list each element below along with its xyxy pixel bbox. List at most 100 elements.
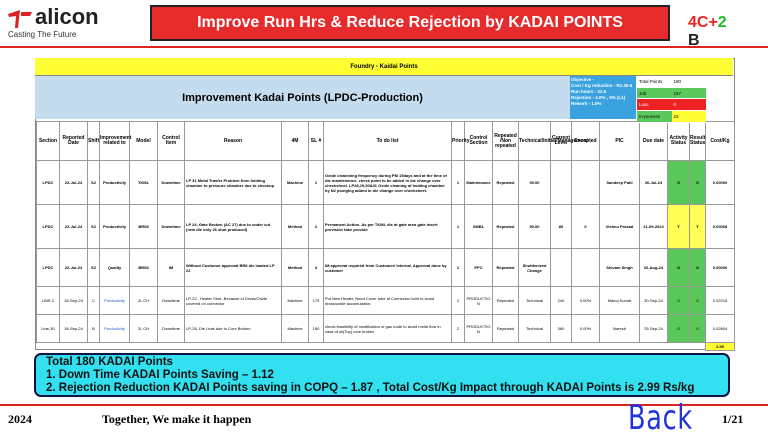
table-cell: LINE-2 (36, 286, 60, 315)
objective-line: Run hours - 22.5 (571, 89, 607, 94)
objective-line: Rejection - 4.0% , 5% (L1) (571, 95, 626, 100)
badge-part: 2 (717, 14, 727, 31)
column-header: To do list (323, 121, 452, 161)
table-cell (550, 248, 572, 287)
column-header: PIC (599, 121, 640, 161)
table-cell: 26-Jul-24 (639, 160, 668, 205)
table-cell (571, 248, 600, 287)
title: Improve Run Hrs & Reduce Rejection by KA… (150, 5, 670, 41)
table-row: LPDC 22-Jul-24 S2 Productivity BR08 Downtime L… (36, 204, 735, 249)
table-cell: 2L CH (129, 314, 158, 343)
status-row: Total Points 180 (637, 76, 706, 88)
table-cell: Shivam Singh (599, 248, 640, 287)
column-header: Shift (87, 121, 100, 161)
table-cell: S2 (87, 248, 100, 287)
status-label: Job (637, 87, 672, 99)
table-cell: Productivity (99, 286, 130, 315)
table-cell: 1 (451, 204, 465, 249)
status-label: Total Points (637, 76, 672, 87)
table-cell: SMBL (464, 204, 493, 249)
table-cell: Productivity (99, 204, 130, 249)
table-cell: Manoj Kumar (599, 286, 640, 315)
summary-line: 1. Down Time KADAI Points Saving – 1.12 (46, 369, 274, 381)
objective-line: Objective - (571, 77, 595, 82)
table-cell (571, 160, 600, 205)
tagline: Casting The Future (8, 30, 77, 39)
table-row: LINE-2 18-Sep-24 C Productivity 2L CH Downtim… (36, 286, 735, 315)
table-cell: Put New Heater, Need Cover tube at Conne… (323, 286, 452, 315)
table-cell: Downtime (157, 204, 185, 249)
table-cell: Shuttlenized Change (518, 248, 551, 287)
table-cell: 0.00000 (705, 248, 735, 287)
table-cell: Sandeep Patil (599, 160, 640, 205)
table-cell: 0.02215 (705, 286, 735, 315)
status-label: Loss (637, 99, 672, 111)
table-cell: Technical (518, 314, 551, 343)
table-cell: 0.00% (571, 314, 600, 343)
logo: alicon (35, 4, 99, 29)
table-cell: Y (667, 204, 690, 249)
table-cell: 1 (308, 160, 324, 205)
table-cell: BR08 (129, 248, 158, 287)
column-header: Reason (184, 121, 282, 161)
table-cell: C (87, 286, 100, 315)
table-cell: 2 (308, 204, 324, 249)
column-header: Technical/Initial/Management (518, 121, 588, 161)
table-row: Line-30 18-Sep-24 B Productivity 2L CH Downti… (36, 314, 735, 343)
status-value: 0 (671, 99, 706, 111)
table-cell: 0.02804 (705, 314, 735, 343)
column-header: Section (36, 121, 60, 161)
table-cell: B (87, 314, 100, 343)
status-value: 23 (671, 111, 706, 122)
table-cell: 360 (550, 314, 572, 343)
table-cell: Y (689, 204, 706, 249)
table-cell: Downtime (157, 160, 185, 205)
back-button[interactable]: Back (628, 398, 693, 438)
status-label: In-process (637, 111, 672, 122)
table-cell: LP-22 , Heater Shot -Because of Dross/Ox… (184, 286, 282, 315)
logo-icon (8, 10, 32, 28)
table-cell: 1 (451, 248, 465, 287)
table-cell: Repeated (492, 286, 519, 315)
table-cell: 22-Jul-24 (59, 160, 88, 205)
table-cell: 0.00068 (705, 204, 735, 249)
column-header: Model (129, 121, 158, 161)
column-header: Result Status (689, 121, 706, 161)
summary-box: Total 180 KADAI Points 1. Down Time KADAI… (34, 353, 730, 397)
table-cell: 18-Sep-24 (59, 286, 88, 315)
table-cell: IM (157, 248, 185, 287)
table: Section Reported Date Shift Improvement rel… (36, 121, 735, 351)
table-cell: Method (281, 204, 309, 249)
table-cell: 02-Aug-24 (639, 248, 668, 287)
summary-line: Total 180 KADAI Points (46, 356, 173, 368)
divider (0, 46, 768, 48)
table-cell: Permanent Action- As per TKML die at gat… (323, 204, 452, 249)
table-cell: 80 (550, 204, 572, 249)
table-cell: Method (281, 248, 309, 287)
table-cell: 0.00000 (705, 160, 735, 205)
table-cell: S2 (87, 160, 100, 205)
table-row: LPDC 22-Jul-24 S2 Quality BR08 IM Without Cust… (36, 248, 735, 287)
column-header: Activity Status (667, 121, 690, 161)
column-header: 4M (281, 121, 309, 161)
column-header: Reported Date (59, 121, 88, 161)
table-cell: 0 (571, 204, 600, 249)
table-cell: G (667, 314, 690, 343)
table-subtitle: Improvement Kadai Points (LPDC-Productio… (35, 76, 570, 119)
table-cell: Productivity (99, 314, 130, 343)
table-frame: Section Reported Date Shift Improvement rel… (35, 58, 735, 351)
table-cell: G (667, 160, 690, 205)
table-cell: Vishnu Prasad (599, 204, 640, 249)
table-cell: check feasibility of modification of gas… (323, 314, 452, 343)
column-header: Control Section (464, 121, 493, 161)
total-row: 2.99 (37, 342, 735, 351)
column-header: Cost/Kg (705, 121, 735, 161)
status-row: Job 157 (637, 87, 706, 100)
objective-line: Cost / Kg reduction - Rs.30.6 (571, 83, 633, 88)
table-cell: Naresh (599, 314, 640, 343)
table-cell: 2L CH (129, 286, 158, 315)
table-cell: Oxide cleanining frequency during PM 15d… (323, 160, 452, 205)
table-cell: 30-Sep-24 (639, 286, 668, 315)
table-cell: 18-Sep-24 (59, 314, 88, 343)
